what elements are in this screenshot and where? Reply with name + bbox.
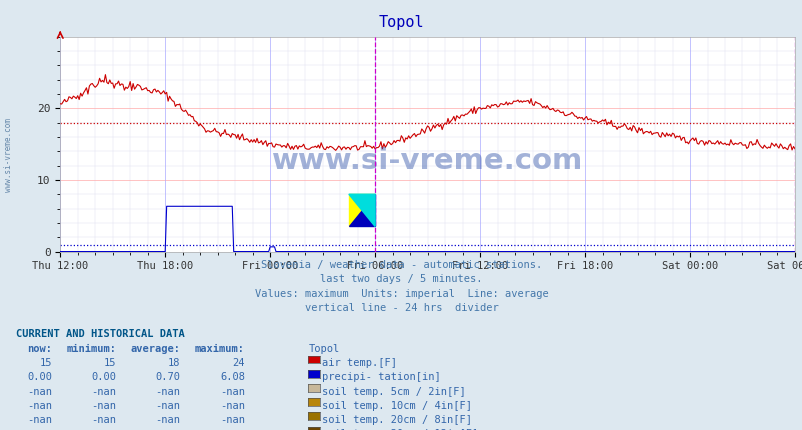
Text: maximum:: maximum:	[195, 344, 245, 354]
Text: -nan: -nan	[91, 415, 116, 425]
Text: 0.70: 0.70	[156, 372, 180, 382]
Polygon shape	[348, 194, 375, 227]
Text: -nan: -nan	[156, 429, 180, 430]
Polygon shape	[348, 194, 375, 227]
Text: 0.00: 0.00	[91, 372, 116, 382]
Text: -nan: -nan	[91, 401, 116, 411]
Text: -nan: -nan	[27, 401, 52, 411]
Text: 15: 15	[39, 358, 52, 368]
Text: 0.00: 0.00	[27, 372, 52, 382]
Text: -nan: -nan	[220, 401, 245, 411]
Text: www.si-vreme.com: www.si-vreme.com	[272, 147, 582, 175]
Text: 15: 15	[103, 358, 116, 368]
Text: -nan: -nan	[220, 387, 245, 396]
Text: -nan: -nan	[156, 401, 180, 411]
Text: -nan: -nan	[220, 415, 245, 425]
Text: vertical line - 24 hrs  divider: vertical line - 24 hrs divider	[304, 303, 498, 313]
Text: -nan: -nan	[220, 429, 245, 430]
Text: last two days / 5 minutes.: last two days / 5 minutes.	[320, 274, 482, 284]
Text: soil temp. 10cm / 4in[F]: soil temp. 10cm / 4in[F]	[322, 401, 472, 411]
Text: Slovenia / weather data - automatic stations.: Slovenia / weather data - automatic stat…	[261, 260, 541, 270]
Text: -nan: -nan	[27, 387, 52, 396]
Text: soil temp. 5cm / 2in[F]: soil temp. 5cm / 2in[F]	[322, 387, 465, 396]
Polygon shape	[348, 194, 375, 227]
Text: precipi- tation[in]: precipi- tation[in]	[322, 372, 440, 382]
Text: 6.08: 6.08	[220, 372, 245, 382]
Text: -nan: -nan	[27, 429, 52, 430]
Text: soil temp. 20cm / 8in[F]: soil temp. 20cm / 8in[F]	[322, 415, 472, 425]
Text: Topol: Topol	[309, 344, 340, 354]
Text: -nan: -nan	[27, 415, 52, 425]
Text: -nan: -nan	[91, 387, 116, 396]
Text: www.si-vreme.com: www.si-vreme.com	[3, 118, 13, 192]
Text: 18: 18	[168, 358, 180, 368]
Text: 24: 24	[232, 358, 245, 368]
Text: CURRENT AND HISTORICAL DATA: CURRENT AND HISTORICAL DATA	[16, 329, 184, 339]
Text: -nan: -nan	[156, 387, 180, 396]
Text: Topol: Topol	[379, 15, 423, 30]
Text: Values: maximum  Units: imperial  Line: average: Values: maximum Units: imperial Line: av…	[254, 289, 548, 298]
Text: average:: average:	[131, 344, 180, 354]
Text: -nan: -nan	[156, 415, 180, 425]
Text: -nan: -nan	[91, 429, 116, 430]
Text: air temp.[F]: air temp.[F]	[322, 358, 396, 368]
Text: minimum:: minimum:	[67, 344, 116, 354]
Text: now:: now:	[27, 344, 52, 354]
Text: soil temp. 30cm / 12in[F]: soil temp. 30cm / 12in[F]	[322, 429, 478, 430]
